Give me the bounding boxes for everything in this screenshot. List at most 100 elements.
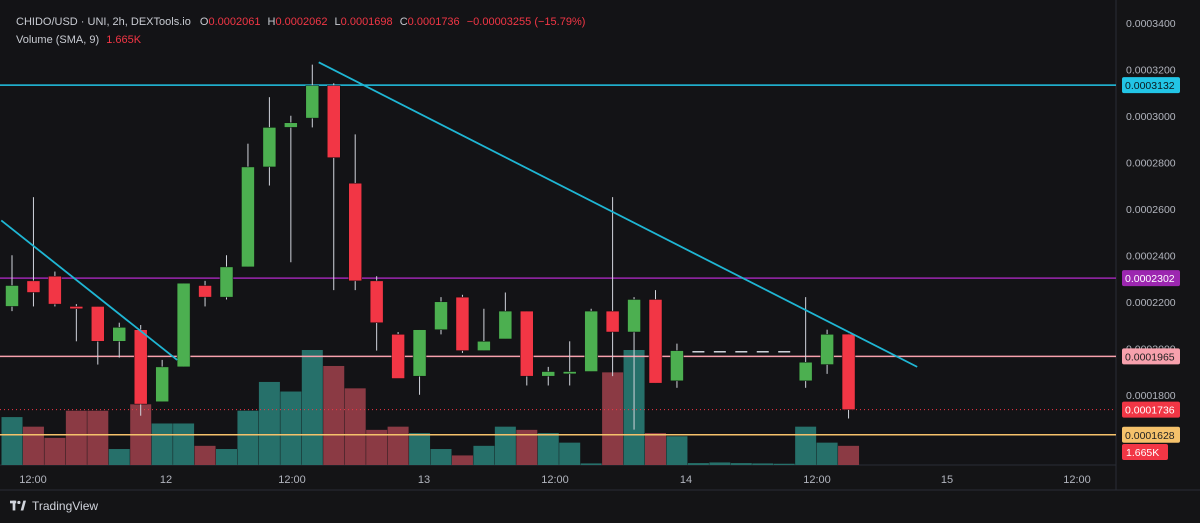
resistance-tag	[1122, 77, 1180, 94]
candle-body-16	[348, 182, 362, 282]
yellow-level-tag-label: 0.0001628	[1125, 430, 1175, 442]
candle-body-6	[133, 329, 148, 405]
resistance-tag-label: 0.0003132	[1125, 80, 1175, 92]
y-tick-label-6: 0.0002200	[1126, 297, 1176, 309]
x-tick-label-7: 15	[941, 474, 953, 486]
volume-value: 1.665K	[106, 34, 142, 46]
volume-bar-4	[87, 410, 109, 465]
volume-bar-2	[44, 437, 66, 465]
chart-legend: CHIDO/USD · UNI, 2h, DEXTools.io O0.0002…	[16, 13, 585, 49]
candle-body-39	[841, 333, 856, 410]
volume-bar-10	[216, 449, 237, 465]
x-tick-label-1: 12	[160, 474, 172, 486]
x-tick-label-3: 13	[418, 474, 430, 486]
candle-body-17	[369, 280, 384, 323]
change-value: −0.00003255 (−15.79%)	[466, 16, 586, 28]
volume-bar-16	[344, 388, 366, 465]
candle-body-25	[541, 371, 555, 377]
volume-bar-38	[816, 442, 838, 465]
volume-bar-33	[709, 462, 731, 465]
volume-bar-18	[387, 426, 409, 465]
candle-body-10	[219, 266, 234, 298]
volume-bar-36	[773, 463, 795, 465]
high-value: 0.0002062	[275, 16, 328, 28]
candle-body-28	[605, 310, 620, 333]
last-price-tag	[1122, 401, 1180, 418]
candle-body-14	[305, 85, 320, 119]
candle-body-9	[198, 285, 212, 298]
candle-body-11	[241, 166, 255, 268]
volume-bar-0	[1, 417, 23, 465]
candle-body-22	[477, 341, 491, 351]
candle-body-8	[176, 282, 191, 368]
candle-body-21	[455, 296, 470, 351]
volume-tag-label: 1.665K	[1126, 447, 1159, 459]
volume-bar-8	[173, 423, 195, 465]
volume-bar-32	[687, 463, 709, 465]
candle-body-12	[262, 127, 277, 168]
volume-bar-7	[151, 423, 173, 465]
candle-body-5	[112, 327, 126, 342]
candle-body-31	[670, 350, 684, 382]
x-tick-label-5: 14	[680, 474, 692, 486]
plot-area	[0, 0, 1116, 465]
candle-body-24	[520, 310, 534, 377]
volume-bar-28	[602, 372, 624, 465]
volume-bar-1	[22, 426, 44, 465]
tradingview-logo[interactable]: TradingView	[10, 499, 98, 513]
y-tick-label-8: 0.0001800	[1126, 390, 1176, 402]
volume-bar-17	[366, 429, 388, 465]
candle-body-3	[69, 306, 84, 310]
pink-level-tag	[1122, 348, 1180, 365]
volume-label[interactable]: Volume (SMA, 9)	[16, 34, 100, 46]
volume-bar-23	[494, 426, 516, 465]
low-value: 0.0001698	[340, 16, 393, 28]
volume-bar-35	[752, 463, 774, 465]
trendline-long	[318, 61, 918, 368]
candle-body-18	[391, 334, 405, 379]
volume-bar-27	[580, 463, 602, 465]
volume-tag	[1122, 444, 1168, 460]
y-tick-label-2: 0.0003000	[1126, 111, 1176, 123]
open-label: O	[199, 16, 209, 28]
purple-level-tag-label: 0.0002302	[1125, 273, 1175, 285]
candle-body-4	[91, 306, 105, 342]
volume-bar-30	[645, 433, 666, 465]
close-value: 0.0001736	[407, 16, 460, 28]
volume-bar-14	[301, 350, 323, 465]
symbol-line[interactable]: CHIDO/USD · UNI, 2h, DEXTools.io	[16, 16, 191, 28]
candle-body-0	[5, 285, 19, 307]
candle-body-1	[26, 280, 41, 293]
volume-bar-12	[258, 381, 280, 465]
volume-bar-19	[409, 433, 431, 465]
volume-bar-9	[194, 445, 216, 465]
x-tick-label-8: 12:00	[1063, 474, 1091, 486]
volume-bar-34	[730, 463, 752, 465]
x-tick-label-0: 12:00	[19, 474, 47, 486]
purple-level-tag	[1122, 270, 1180, 287]
candle-body-38	[820, 334, 834, 365]
volume-bar-13	[280, 391, 302, 465]
candle-body-20	[434, 301, 448, 330]
candle-body-19	[412, 329, 427, 377]
candle-body-7	[155, 366, 169, 403]
candle-body-26	[562, 371, 577, 375]
last-price-tag-label: 0.0001736	[1125, 405, 1175, 417]
volume-bar-22	[473, 445, 495, 465]
open-value: 0.0002061	[208, 16, 261, 28]
volume-bar-26	[559, 442, 581, 465]
pink-level-tag-label: 0.0001965	[1125, 351, 1175, 363]
tradingview-text: TradingView	[32, 499, 99, 513]
y-tick-label-4: 0.0002600	[1126, 204, 1176, 216]
candle-body-30	[648, 299, 663, 384]
symbol-row: CHIDO/USD · UNI, 2h, DEXTools.io O0.0002…	[16, 13, 585, 31]
candle-body-15	[327, 85, 341, 158]
y-tick-label-5: 0.0002400	[1126, 250, 1176, 262]
candle-body-2	[48, 275, 62, 305]
volume-bar-25	[537, 433, 559, 465]
volume-bar-24	[516, 429, 538, 465]
y-tick-label-3: 0.0002800	[1126, 157, 1176, 169]
yellow-level-tag	[1122, 426, 1180, 443]
volume-bar-15	[323, 365, 345, 465]
